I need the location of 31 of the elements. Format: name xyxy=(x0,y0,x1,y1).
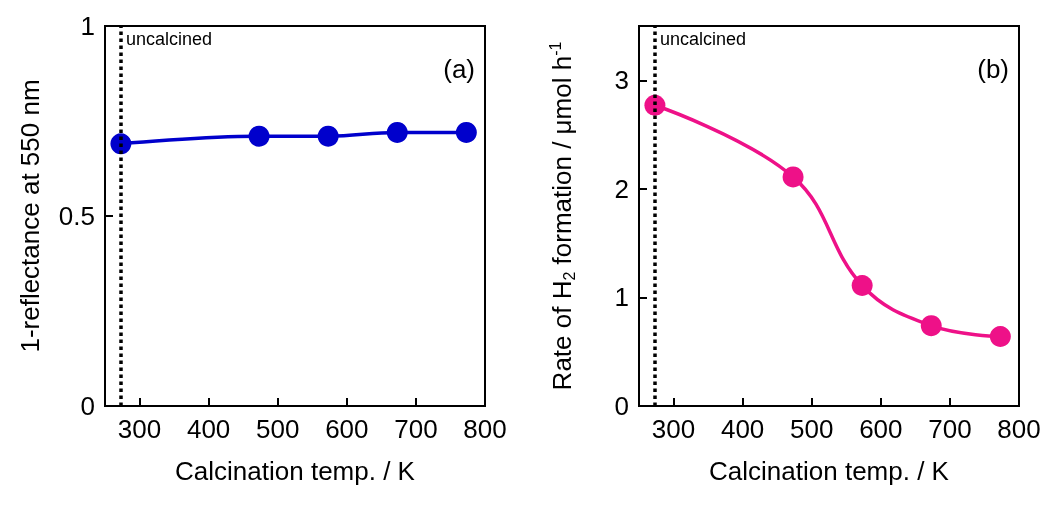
x-axis-title: Calcination temp. / K xyxy=(175,456,416,486)
y-axis-title: 1-reflectance at 550 nm xyxy=(15,79,45,353)
x-tick-label: 700 xyxy=(928,414,972,444)
x-axis-title: Calcination temp. / K xyxy=(709,456,950,486)
y-axis-title: Rate of H2 formation / μmol h-1 xyxy=(546,41,578,391)
ref-line-label: uncalcined xyxy=(125,29,212,49)
point xyxy=(782,166,804,188)
point xyxy=(851,274,873,296)
x-tick-label: 700 xyxy=(394,414,438,444)
x-tick-label: 600 xyxy=(325,414,369,444)
x-tick-label: 300 xyxy=(117,414,162,444)
y-tick-label: 1 xyxy=(80,11,95,41)
y-tick-label: 3 xyxy=(614,65,629,96)
x-tick-label: 600 xyxy=(859,414,903,444)
ref-line-label: uncalcined xyxy=(659,29,746,49)
x-tick-label: 400 xyxy=(186,414,231,444)
y-tick-label: 0.5 xyxy=(58,201,95,231)
point xyxy=(920,315,942,337)
y-tick-label: 2 xyxy=(614,173,629,204)
y-tick-label: 0 xyxy=(80,391,95,421)
x-tick-label: 800 xyxy=(463,414,507,444)
x-tick-label: 500 xyxy=(256,414,300,444)
x-tick-label: 800 xyxy=(997,414,1041,444)
point xyxy=(989,326,1011,348)
x-tick-label: 300 xyxy=(651,414,696,444)
annotation: (a) xyxy=(443,54,475,84)
y-tick-label: 0 xyxy=(614,391,629,421)
x-tick-label: 400 xyxy=(720,414,765,444)
annotation: (b) xyxy=(977,54,1009,84)
y-tick-label: 1 xyxy=(614,282,629,313)
x-tick-label: 500 xyxy=(790,414,834,444)
